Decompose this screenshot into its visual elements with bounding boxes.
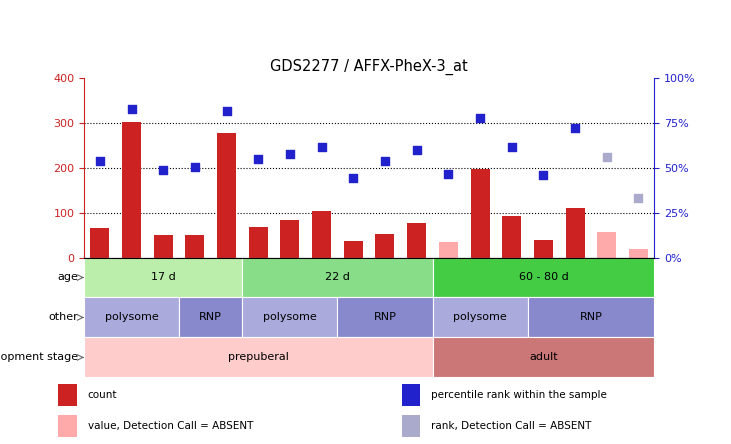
Point: [221, 107, 232, 114]
Point: [94, 157, 106, 164]
Bar: [407, 223, 426, 258]
Bar: [154, 235, 173, 258]
Bar: [84, 258, 243, 297]
Bar: [243, 297, 338, 337]
Text: age: age: [58, 273, 78, 282]
Bar: [179, 297, 243, 337]
Text: rank, Detection Call = ABSENT: rank, Detection Call = ABSENT: [431, 421, 591, 431]
Bar: [439, 242, 458, 258]
Bar: [186, 235, 205, 258]
Point: [126, 106, 137, 113]
Point: [569, 125, 581, 132]
Bar: [84, 297, 179, 337]
Point: [379, 157, 391, 164]
Text: count: count: [88, 390, 117, 400]
Bar: [243, 258, 433, 297]
Text: 17 d: 17 d: [151, 273, 175, 282]
Point: [347, 174, 359, 181]
Bar: [471, 169, 490, 258]
Text: 60 - 80 d: 60 - 80 d: [518, 273, 568, 282]
Bar: [433, 297, 528, 337]
Text: other: other: [49, 313, 78, 322]
Point: [316, 144, 327, 151]
Bar: [502, 216, 521, 258]
Bar: [528, 297, 654, 337]
Point: [442, 170, 454, 178]
Point: [537, 172, 549, 179]
Bar: [84, 337, 433, 377]
Bar: [597, 232, 616, 258]
Text: polysome: polysome: [453, 313, 507, 322]
Bar: [91, 228, 110, 258]
Text: adult: adult: [529, 353, 558, 362]
Bar: [402, 415, 420, 437]
Text: polysome: polysome: [263, 313, 317, 322]
Text: 22 d: 22 d: [325, 273, 350, 282]
Bar: [217, 133, 236, 258]
Bar: [433, 337, 654, 377]
Point: [474, 115, 486, 122]
Bar: [312, 211, 331, 258]
Text: RNP: RNP: [200, 313, 222, 322]
Bar: [566, 208, 585, 258]
Title: GDS2277 / AFFX-PheX-3_at: GDS2277 / AFFX-PheX-3_at: [270, 59, 468, 75]
Point: [632, 194, 644, 201]
Bar: [249, 227, 268, 258]
Bar: [58, 384, 77, 406]
Point: [601, 153, 613, 160]
Point: [284, 151, 296, 158]
Bar: [433, 258, 654, 297]
Text: RNP: RNP: [374, 313, 396, 322]
Bar: [629, 250, 648, 258]
Bar: [402, 384, 420, 406]
Bar: [281, 220, 300, 258]
Point: [157, 166, 169, 174]
Text: percentile rank within the sample: percentile rank within the sample: [431, 390, 607, 400]
Text: polysome: polysome: [105, 313, 159, 322]
Text: development stage: development stage: [0, 353, 78, 362]
Text: value, Detection Call = ABSENT: value, Detection Call = ABSENT: [88, 421, 253, 431]
Point: [411, 146, 423, 153]
Bar: [338, 297, 433, 337]
Point: [189, 163, 201, 170]
Bar: [376, 234, 395, 258]
Bar: [344, 241, 363, 258]
Point: [252, 155, 264, 162]
Bar: [534, 240, 553, 258]
Bar: [122, 122, 141, 258]
Text: RNP: RNP: [580, 313, 602, 322]
Text: prepuberal: prepuberal: [228, 353, 289, 362]
Bar: [58, 415, 77, 437]
Point: [506, 144, 518, 151]
